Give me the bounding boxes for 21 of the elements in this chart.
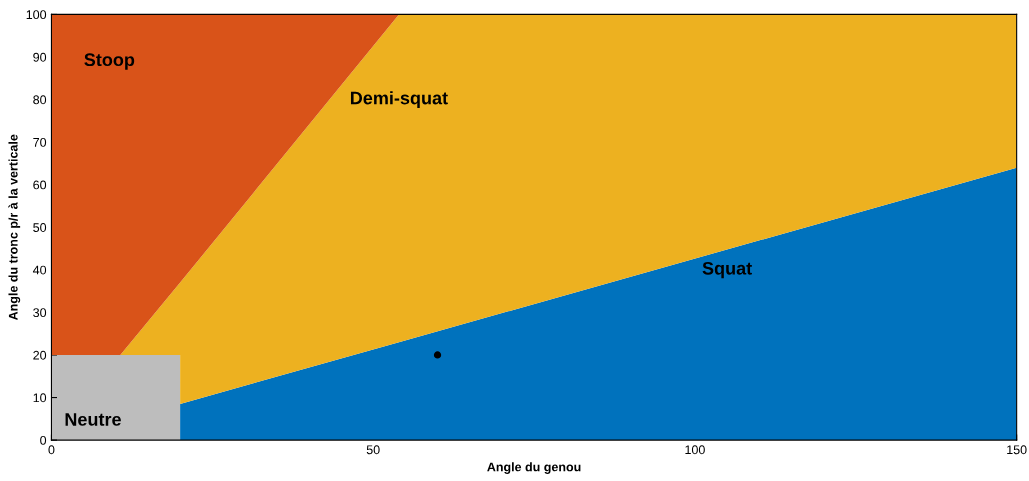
y-tick-label: 40	[32, 265, 47, 275]
x-tick-label: 100	[685, 445, 705, 455]
y-tick-label: 50	[33, 223, 47, 232]
y-tick-label: 0	[40, 435, 47, 445]
x-tick-label: 0	[48, 445, 55, 455]
y-tick-label: 20	[33, 350, 47, 360]
y-tick-label: 90	[33, 52, 47, 62]
series-label: Demi-squat	[350, 91, 448, 108]
y-tick-label: 80	[33, 95, 47, 105]
y-tick-label: 100	[26, 10, 47, 20]
y-tick-label: 10	[33, 393, 47, 403]
series-label: Squat	[702, 261, 752, 279]
y-tick-label: 60	[33, 180, 47, 190]
series-label: Stoop	[84, 53, 135, 70]
y-axis-title: Angle du tronc p/r à la verticale	[8, 134, 21, 321]
x-axis-title: Angle du genou	[487, 462, 581, 474]
x-tick-label: 150	[1007, 445, 1027, 455]
y-tick-label: 70	[33, 137, 47, 147]
series-label: Neutre	[65, 413, 121, 426]
y-tick-label: 30	[33, 308, 47, 318]
x-tick-label: 50	[366, 445, 380, 455]
